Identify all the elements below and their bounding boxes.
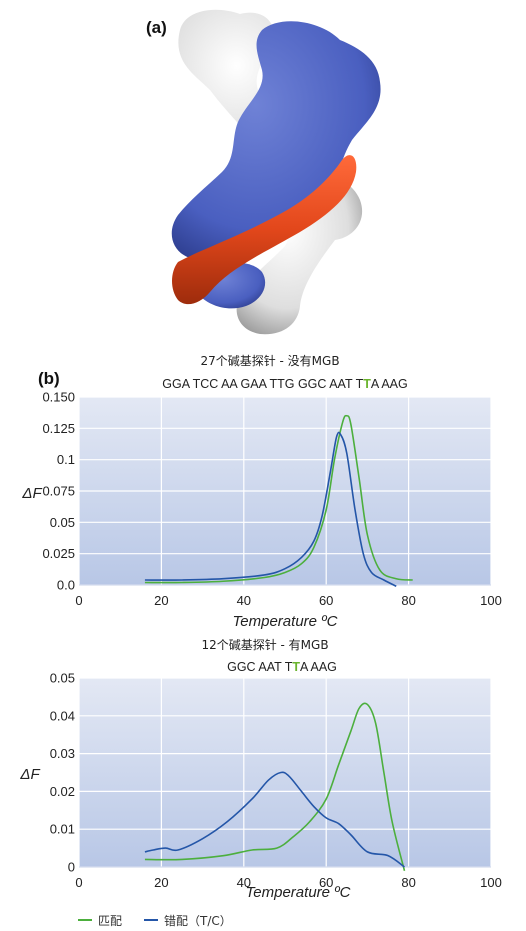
chart2-ylabel: ΔF xyxy=(19,766,40,783)
series-line-mismatch xyxy=(144,771,405,868)
chart1-ticks: 0 20 40 60 80 100 0.0 0.025 0.05 0.075 0.1 0.125 0.1… xyxy=(42,390,501,609)
y-tick-label: 0.125 xyxy=(42,421,75,436)
chart2-xlabel: Temperature ºC xyxy=(246,884,351,900)
x-tick-label: 60 xyxy=(319,593,333,608)
series-line-match xyxy=(144,414,413,584)
legend-label-match: 匹配 xyxy=(98,913,123,928)
chart1-sequence: GGA TCC AA GAA TTG GGC AAT TTA AAG xyxy=(162,377,407,391)
y-tick-label: 0.05 xyxy=(50,515,75,530)
x-tick-label: 80 xyxy=(401,593,415,608)
y-tick-label: 0.025 xyxy=(42,546,75,561)
y-tick-label: 0.05 xyxy=(50,671,75,686)
legend: 匹配 错配（T/C） xyxy=(78,910,232,930)
chart-27-base-probe: (b) 27个碱基探针 - 没有MGB GGA TCC AA GAA TTG G… xyxy=(21,353,501,630)
y-tick-label: 0.02 xyxy=(50,784,75,799)
x-tick-label: 100 xyxy=(480,593,502,608)
chart1-series xyxy=(144,414,413,587)
y-tick-label: 0.03 xyxy=(50,746,75,761)
legend-item-match: 匹配 xyxy=(78,910,122,930)
series-line-mismatch xyxy=(144,431,397,587)
y-tick-label: 0 xyxy=(68,860,75,875)
legend-label-mismatch: 错配（T/C） xyxy=(164,913,232,928)
legend-swatch-match xyxy=(78,919,92,921)
y-tick-label: 0.0 xyxy=(57,578,75,593)
y-tick-label: 0.150 xyxy=(42,390,75,405)
x-tick-label: 0 xyxy=(75,593,82,608)
legend-swatch-mismatch xyxy=(144,919,159,921)
panel-a-label: (a) xyxy=(146,18,167,37)
chart2-gridlines xyxy=(78,677,492,868)
y-tick-label: 0.075 xyxy=(42,484,75,499)
chart2-sequence: GGC AAT TTA AAG xyxy=(227,660,337,674)
chart1-ylabel: ΔF xyxy=(21,485,42,502)
chart1-xlabel: Temperature ºC xyxy=(233,613,338,630)
x-tick-label: 40 xyxy=(237,593,251,608)
x-tick-label: 80 xyxy=(401,875,415,890)
chart2-series xyxy=(144,702,406,871)
chart-12-base-probe: 12个碱基探针 - 有MGB GGC AAT TTA AAG 0 20 40 60 80… xyxy=(19,637,502,900)
x-tick-label: 40 xyxy=(237,875,251,890)
y-tick-label: 0.04 xyxy=(50,708,75,723)
x-tick-label: 20 xyxy=(154,875,168,890)
y-tick-label: 0.1 xyxy=(57,452,75,467)
chart2-title: 12个碱基探针 - 有MGB xyxy=(201,637,328,652)
x-tick-label: 60 xyxy=(319,875,333,890)
chart1-title: 27个碱基探针 - 没有MGB xyxy=(200,353,339,368)
legend-item-mismatch: 错配（T/C） xyxy=(144,910,232,930)
chart1-gridlines xyxy=(78,396,492,586)
series-line-match xyxy=(144,702,406,871)
red-probe-strand xyxy=(172,155,357,305)
panel-b-label: (b) xyxy=(38,369,60,388)
x-tick-label: 100 xyxy=(480,875,502,890)
chart2-ticks: 0 20 40 60 80 100 0 0.01 0.02 0.03 0.04 0.05 xyxy=(50,671,502,891)
y-tick-label: 0.01 xyxy=(50,822,75,837)
x-tick-label: 0 xyxy=(75,875,82,890)
dna-protein-illustration: (a) xyxy=(146,9,381,335)
x-tick-label: 20 xyxy=(154,593,168,608)
